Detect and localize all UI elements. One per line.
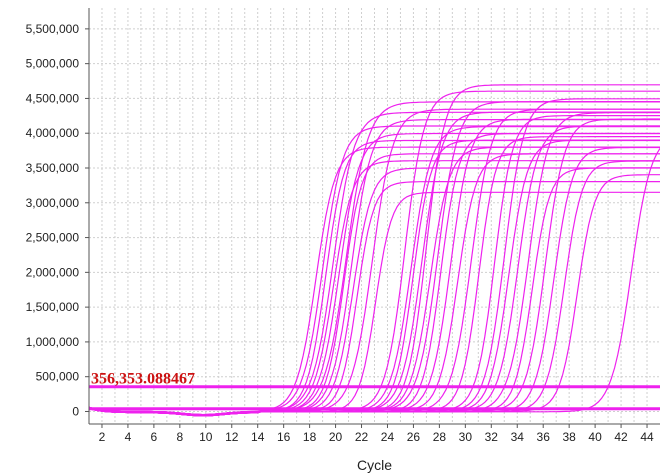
axes: 0 500,000 1,000,000 1,500,000 2,000,000 2,500… <box>26 8 660 444</box>
y-tick-label: 2,500,000 <box>26 231 80 245</box>
x-tick-label: 12 <box>225 430 239 444</box>
y-tick-label: 5,500,000 <box>26 22 80 36</box>
x-tick-label: 34 <box>511 430 525 444</box>
y-tick-label: 1,000,000 <box>26 335 80 349</box>
y-tick-label: 3,500,000 <box>26 161 80 175</box>
x-tick-label: 8 <box>176 430 183 444</box>
x-tick-label: 30 <box>459 430 473 444</box>
x-tick-label: 4 <box>125 430 132 444</box>
y-tick-label: 4,000,000 <box>26 126 80 140</box>
y-tick-label: 500,000 <box>36 370 80 384</box>
grid <box>89 8 660 424</box>
threshold-label: 356,353.088467 <box>91 371 195 388</box>
x-tick-label: 18 <box>303 430 317 444</box>
x-tick-label: 36 <box>537 430 551 444</box>
y-tick-label: 5,000,000 <box>26 57 80 71</box>
y-tick-label: 4,500,000 <box>26 91 80 105</box>
x-tick-label: 22 <box>355 430 369 444</box>
x-tick-label: 24 <box>381 430 395 444</box>
x-tick-label: 16 <box>277 430 291 444</box>
y-tick-label: 2,000,000 <box>26 265 80 279</box>
x-tick-label: 32 <box>485 430 499 444</box>
x-tick-label: 26 <box>407 430 421 444</box>
y-tick-label: 1,500,000 <box>26 300 80 314</box>
x-tick-label: 42 <box>614 430 628 444</box>
x-tick-label: 38 <box>562 430 576 444</box>
y-tick-label: 0 <box>72 404 79 418</box>
amplification-curve <box>88 148 660 417</box>
amplification-curves <box>88 84 660 417</box>
threshold-layer: 356,353.088467 <box>89 371 660 411</box>
x-tick-label: 6 <box>151 430 158 444</box>
x-tick-label: 44 <box>640 430 654 444</box>
x-axis-title: Cycle <box>357 457 392 473</box>
x-tick-label: 28 <box>433 430 447 444</box>
x-tick-label: 14 <box>251 430 265 444</box>
x-tick-label: 10 <box>199 430 213 444</box>
x-tick-label: 2 <box>99 430 106 444</box>
x-tick-label: 20 <box>329 430 343 444</box>
x-tick-label: 40 <box>588 430 602 444</box>
y-tick-label: 3,000,000 <box>26 196 80 210</box>
